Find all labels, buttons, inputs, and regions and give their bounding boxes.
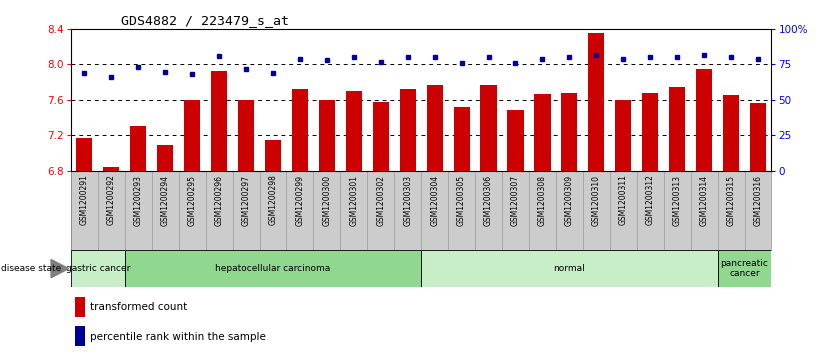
Bar bbox=[535, 94, 550, 171]
Bar bbox=[76, 138, 93, 171]
Text: GSM1200304: GSM1200304 bbox=[430, 175, 440, 226]
Bar bbox=[346, 91, 362, 171]
Bar bbox=[480, 85, 496, 171]
Text: GSM1200303: GSM1200303 bbox=[403, 175, 412, 226]
Bar bbox=[615, 100, 631, 171]
Text: GSM1200298: GSM1200298 bbox=[269, 175, 278, 225]
Bar bbox=[454, 107, 470, 171]
Text: GSM1200301: GSM1200301 bbox=[349, 175, 359, 225]
Bar bbox=[75, 297, 85, 317]
Bar bbox=[421, 250, 717, 287]
Text: GSM1200297: GSM1200297 bbox=[242, 175, 250, 225]
Bar bbox=[238, 100, 254, 171]
Bar bbox=[561, 93, 577, 171]
Text: GSM1200310: GSM1200310 bbox=[592, 175, 600, 225]
Text: GSM1200309: GSM1200309 bbox=[565, 175, 574, 226]
Text: GSM1200306: GSM1200306 bbox=[484, 175, 493, 226]
Bar bbox=[265, 140, 281, 171]
Bar bbox=[717, 250, 771, 287]
Text: GSM1200300: GSM1200300 bbox=[323, 175, 331, 226]
Bar bbox=[184, 100, 200, 171]
Bar bbox=[507, 110, 524, 171]
Text: percentile rank within the sample: percentile rank within the sample bbox=[90, 332, 265, 342]
Text: GSM1200302: GSM1200302 bbox=[376, 175, 385, 225]
Bar bbox=[669, 87, 686, 171]
Text: GSM1200313: GSM1200313 bbox=[673, 175, 681, 225]
Bar bbox=[71, 250, 125, 287]
Text: gastric cancer: gastric cancer bbox=[66, 264, 130, 273]
Bar bbox=[75, 326, 85, 346]
Bar bbox=[125, 250, 421, 287]
Bar bbox=[426, 85, 443, 171]
Text: transformed count: transformed count bbox=[90, 302, 187, 313]
Text: GSM1200314: GSM1200314 bbox=[700, 175, 709, 225]
Bar bbox=[292, 89, 308, 171]
Polygon shape bbox=[51, 260, 68, 278]
Bar bbox=[399, 89, 416, 171]
Text: GSM1200312: GSM1200312 bbox=[646, 175, 655, 225]
Text: GDS4882 / 223479_s_at: GDS4882 / 223479_s_at bbox=[121, 14, 289, 27]
Bar bbox=[373, 102, 389, 171]
Text: pancreatic
cancer: pancreatic cancer bbox=[721, 259, 768, 278]
Text: GSM1200294: GSM1200294 bbox=[161, 175, 169, 225]
Text: GSM1200311: GSM1200311 bbox=[619, 175, 628, 225]
Text: GSM1200293: GSM1200293 bbox=[133, 175, 143, 225]
Text: GSM1200299: GSM1200299 bbox=[295, 175, 304, 225]
Bar bbox=[130, 126, 146, 171]
Bar bbox=[103, 167, 119, 171]
Bar bbox=[588, 33, 605, 171]
Bar bbox=[723, 95, 739, 171]
Text: GSM1200292: GSM1200292 bbox=[107, 175, 116, 225]
Text: GSM1200305: GSM1200305 bbox=[457, 175, 466, 226]
Text: GSM1200315: GSM1200315 bbox=[726, 175, 736, 225]
Text: GSM1200295: GSM1200295 bbox=[188, 175, 197, 225]
Text: GSM1200296: GSM1200296 bbox=[214, 175, 224, 225]
Bar bbox=[319, 100, 335, 171]
Text: GSM1200308: GSM1200308 bbox=[538, 175, 547, 225]
Bar bbox=[157, 145, 173, 171]
Bar bbox=[211, 71, 227, 171]
Bar bbox=[750, 103, 766, 171]
Text: normal: normal bbox=[554, 264, 585, 273]
Text: hepatocellular carcinoma: hepatocellular carcinoma bbox=[215, 264, 330, 273]
Text: GSM1200316: GSM1200316 bbox=[753, 175, 762, 225]
Bar bbox=[696, 69, 712, 171]
Text: disease state: disease state bbox=[1, 264, 61, 273]
Text: GSM1200307: GSM1200307 bbox=[511, 175, 520, 226]
Text: GSM1200291: GSM1200291 bbox=[80, 175, 89, 225]
Bar bbox=[642, 93, 658, 171]
